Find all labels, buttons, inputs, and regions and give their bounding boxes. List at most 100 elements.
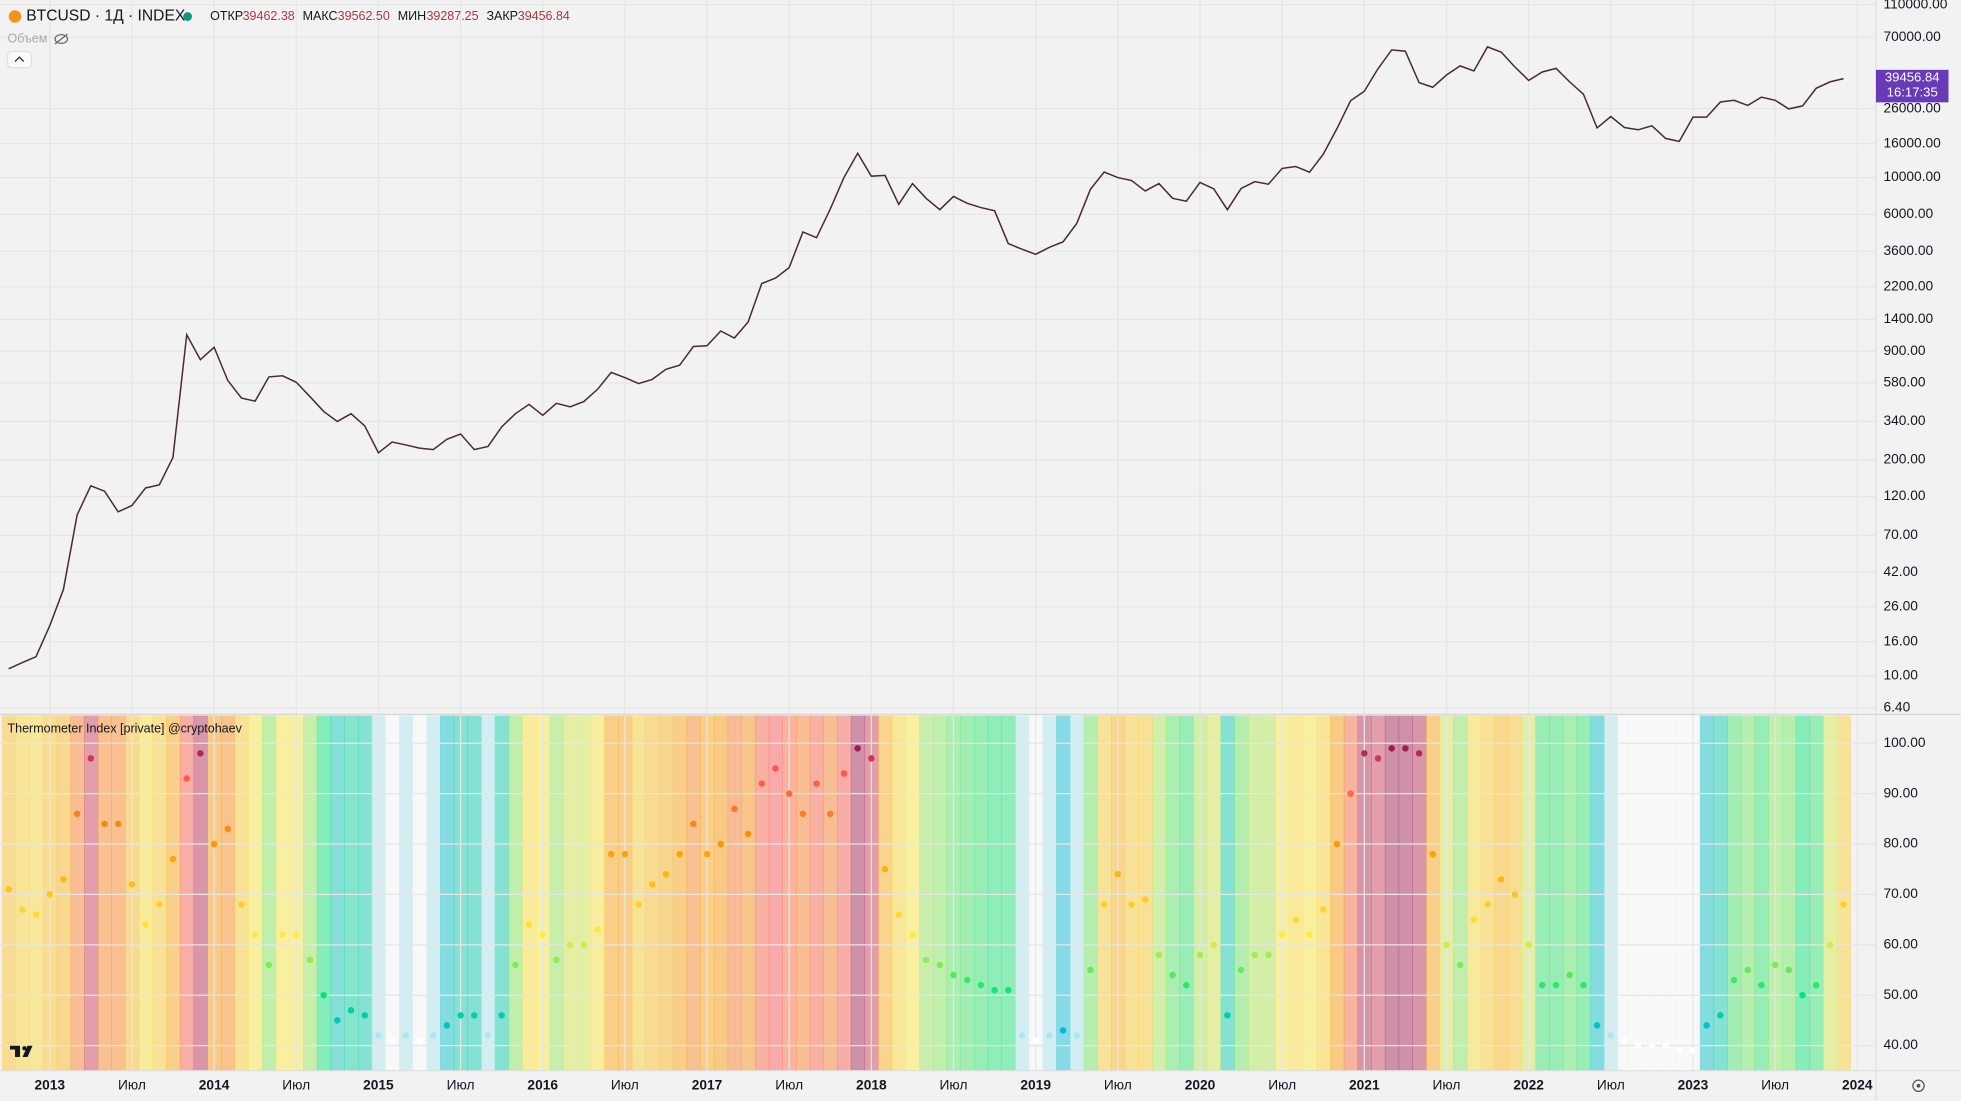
indicator-point — [635, 901, 642, 908]
indicator-point — [1155, 951, 1163, 959]
bands — [1, 715, 1852, 1071]
background-band — [1288, 715, 1304, 1071]
x-tick-label: Июл — [118, 1077, 146, 1092]
settings-icon[interactable] — [1912, 1079, 1925, 1093]
x-tick-label: 2013 — [34, 1077, 65, 1092]
y2-tick-label: 50.00 — [1883, 987, 1918, 1002]
indicator-point — [1525, 941, 1532, 949]
indicator-point — [1443, 941, 1450, 949]
indicator-point — [416, 1037, 423, 1044]
coin-icon — [8, 10, 22, 23]
indicator-point — [1347, 790, 1354, 797]
y-tick-label: 10000.00 — [1883, 169, 1941, 184]
indicator-point — [197, 750, 204, 757]
indicator-point — [1497, 876, 1505, 883]
indicator-point — [292, 931, 300, 938]
background-band — [768, 715, 783, 1071]
indicator-point — [676, 850, 683, 858]
indicator-point — [1607, 1032, 1615, 1039]
background-band — [481, 715, 496, 1071]
indicator-title: Thermometer Index [private] @cryptohaev — [8, 722, 243, 736]
background-band — [1740, 715, 1756, 1071]
indicator-point — [1128, 901, 1135, 908]
indicator-point — [1196, 951, 1204, 959]
indicator-point — [142, 921, 149, 928]
indicator-point — [402, 1032, 410, 1039]
y-tick-label: 200.00 — [1883, 451, 1925, 466]
indicator-point — [744, 830, 752, 838]
hide-icon[interactable] — [54, 33, 69, 45]
background-band — [494, 715, 510, 1071]
indicator-point — [1648, 1042, 1656, 1049]
indicator-point — [1278, 931, 1286, 938]
indicator-point — [1251, 951, 1259, 959]
x-tick-label: 2019 — [1020, 1077, 1051, 1092]
indicator-point — [1265, 951, 1272, 959]
indicator-point — [498, 1012, 505, 1019]
volume-label[interactable]: Объем — [8, 31, 48, 45]
background-band — [741, 715, 756, 1071]
indicator-point — [1621, 1037, 1628, 1044]
y-tick-label: 340.00 — [1883, 413, 1925, 428]
background-band — [1042, 715, 1057, 1071]
background-band — [220, 715, 236, 1071]
y-tick-label: 900.00 — [1883, 343, 1925, 358]
symbol-title: BTCUSD · 1Д · INDEX — [26, 8, 186, 25]
background-band — [987, 715, 1003, 1071]
background-band — [1330, 715, 1345, 1071]
background-band — [713, 715, 729, 1071]
indicator-point — [977, 981, 985, 989]
price-line — [8, 45, 1844, 670]
indicator-point — [881, 865, 889, 873]
background-band — [1494, 715, 1509, 1071]
background-band — [837, 715, 852, 1071]
background-band — [809, 715, 825, 1071]
y2-tick-label: 90.00 — [1883, 785, 1918, 800]
indicator-point — [388, 1037, 396, 1044]
indicator-point — [224, 825, 232, 833]
background-band — [1138, 715, 1153, 1071]
background-band — [563, 715, 578, 1071]
indicator-point — [238, 901, 245, 908]
background-band — [1206, 715, 1222, 1071]
x-tick-label: Июл — [1597, 1077, 1625, 1092]
indicator-point — [731, 805, 738, 813]
indicator-point — [717, 840, 724, 848]
background-band — [522, 715, 537, 1071]
indicator-point — [772, 765, 779, 772]
indicator-point — [306, 956, 314, 964]
indicator-point — [251, 931, 259, 938]
indicator-point — [183, 775, 190, 782]
close-value: 39456.84 — [518, 9, 570, 23]
y-tick-label: 2200.00 — [1883, 278, 1933, 293]
indicator-point — [991, 986, 998, 994]
collapse-button[interactable] — [6, 50, 32, 69]
y-tick-label: 120.00 — [1883, 488, 1925, 503]
indicator-point — [868, 755, 875, 762]
background-band — [549, 715, 564, 1071]
x-tick-label: Июл — [775, 1077, 803, 1092]
indicator-point — [950, 971, 957, 979]
indicator-point — [854, 745, 861, 752]
indicator-point — [1758, 981, 1765, 989]
indicator-point — [512, 961, 519, 969]
open-value: 39462.38 — [243, 9, 295, 23]
indicator-point — [1484, 901, 1491, 908]
x-tick-label: 2017 — [692, 1077, 723, 1092]
indicator-point — [1634, 1042, 1642, 1049]
indicator-point — [375, 1032, 382, 1039]
y2-tick-label: 100.00 — [1883, 735, 1925, 750]
indicator-point — [1059, 1027, 1067, 1034]
x-tick-label: Июл — [1761, 1077, 1789, 1092]
y2-tick-label: 80.00 — [1883, 836, 1918, 851]
background-band — [398, 715, 414, 1071]
indicator-point — [1374, 755, 1382, 762]
background-band — [1699, 715, 1715, 1071]
background-band — [275, 715, 291, 1071]
open-label: ОТКР — [210, 9, 243, 23]
y-tick-label: 70.00 — [1883, 527, 1918, 542]
background-band — [344, 715, 359, 1071]
y-tick-label: 580.00 — [1883, 374, 1925, 389]
background-band — [29, 715, 44, 1071]
